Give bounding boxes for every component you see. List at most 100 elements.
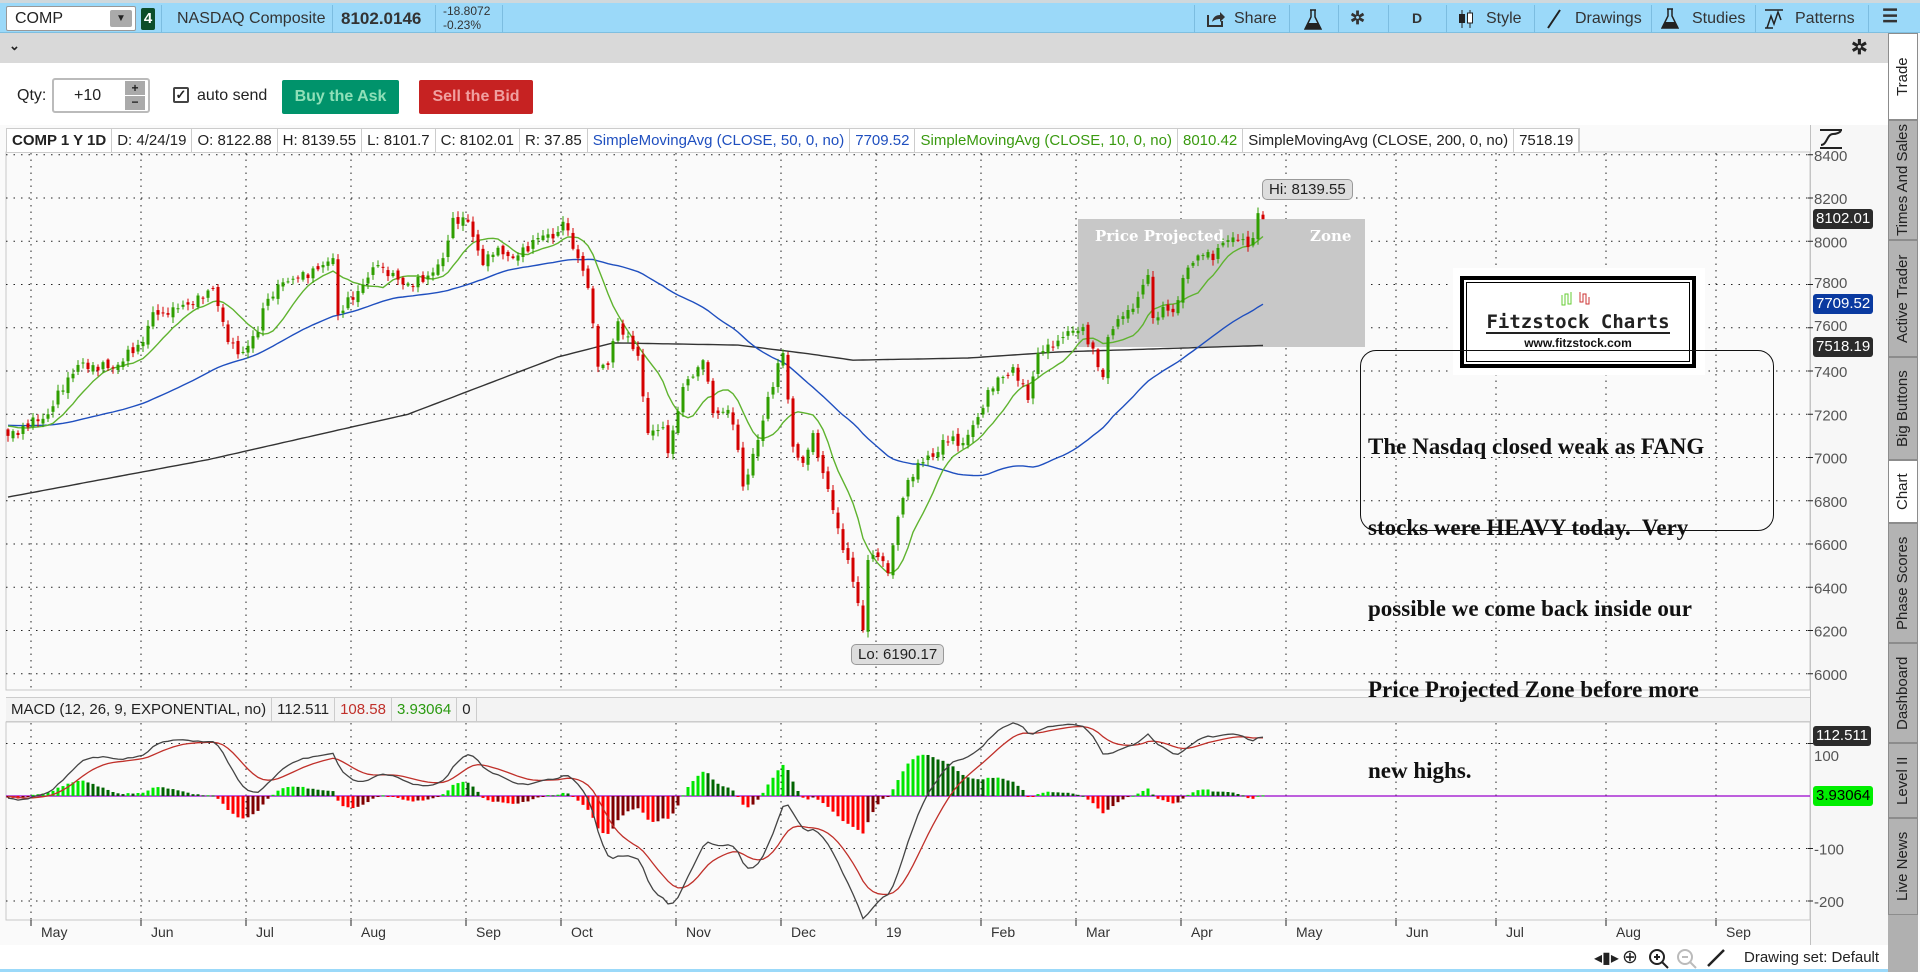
tab-dashboard[interactable]: Dashboard <box>1888 643 1918 743</box>
candle-body <box>826 471 830 490</box>
tab-level-ii[interactable]: Level II <box>1888 743 1918 818</box>
candle-body <box>1031 376 1035 399</box>
settings-gear-icon[interactable]: ✲ <box>1350 8 1366 28</box>
legend-sma200-label[interactable]: SimpleMovingAvg (CLOSE, 200, 0, no) <box>1243 129 1515 152</box>
candle-body <box>6 429 10 436</box>
tab-times-and-sales[interactable]: Times And Sales <box>1888 120 1918 240</box>
tab-chart[interactable]: Chart <box>1888 460 1918 523</box>
macd-histogram-bar <box>691 781 695 796</box>
macd-histogram-bar <box>816 796 820 800</box>
candle-body <box>411 286 415 288</box>
drawing-tool-icon[interactable] <box>1706 948 1726 968</box>
candle <box>781 349 785 369</box>
candle-body <box>546 234 550 238</box>
candle-body <box>1201 255 1205 257</box>
candle <box>986 387 990 413</box>
candle-body <box>871 554 875 559</box>
comment-box[interactable]: The Nasdaq closed weak as FANG stocks we… <box>1360 350 1774 783</box>
macd-histogram-bar <box>866 796 870 823</box>
candle-body <box>1221 242 1225 246</box>
link-group-badge[interactable]: 4 <box>141 8 155 30</box>
candle <box>941 434 945 461</box>
candle-body <box>996 377 1000 391</box>
candle <box>231 337 235 349</box>
auto-scale-icon[interactable] <box>1818 128 1844 150</box>
macd-histogram-bar <box>511 796 515 804</box>
price-axis[interactable] <box>1810 125 1888 945</box>
collapse-chevron-icon[interactable]: ⌄ <box>9 38 20 53</box>
chart-settings-gear-icon[interactable]: ✲ <box>1851 37 1868 59</box>
auto-send-checkbox[interactable]: ✓ <box>173 87 189 103</box>
zoom-out-icon[interactable] <box>1676 948 1698 970</box>
style-button[interactable]: Style <box>1452 5 1532 33</box>
candle <box>756 434 760 461</box>
tab-live-news[interactable]: Live News <box>1888 818 1918 915</box>
tab-phase-scores[interactable]: Phase Scores <box>1888 523 1918 643</box>
tab-trade[interactable]: Trade <box>1888 33 1918 120</box>
qty-input[interactable]: +10 + − <box>52 78 150 113</box>
drawings-button[interactable]: Drawings <box>1540 5 1650 33</box>
studies-button[interactable]: Studies <box>1657 5 1753 33</box>
candle <box>201 296 205 305</box>
tab-big-buttons[interactable]: Big Buttons <box>1888 357 1918 460</box>
macd-label[interactable]: MACD (12, 26, 9, EXPONENTIAL, no) <box>6 698 273 721</box>
candle <box>821 450 825 479</box>
legend-sma10-label[interactable]: SimpleMovingAvg (CLOSE, 10, 0, no) <box>915 129 1178 152</box>
candle <box>381 262 385 274</box>
legend-sma50-label[interactable]: SimpleMovingAvg (CLOSE, 50, 0, no) <box>588 129 851 152</box>
net-change: -18.8072 <box>443 4 491 18</box>
drawing-set-selector[interactable]: Drawing set: Default <box>1744 949 1880 966</box>
macd-histogram-bar <box>241 796 245 819</box>
candle <box>1111 325 1115 340</box>
candle <box>916 459 920 483</box>
candle <box>296 275 300 283</box>
zoom-in-icon[interactable] <box>1648 948 1670 970</box>
candle-body <box>606 363 610 365</box>
tab-active-trader[interactable]: Active Trader <box>1888 240 1918 357</box>
macd-histogram-bar <box>101 787 105 796</box>
pan-arrows-icon[interactable]: ◂▮▸ <box>1594 950 1619 967</box>
qty-increment-button[interactable]: + <box>125 81 145 95</box>
share-icon <box>1207 12 1225 27</box>
patterns-button[interactable]: Patterns <box>1760 5 1866 33</box>
candle-body <box>1181 278 1185 303</box>
qty-decrement-button[interactable]: − <box>125 96 145 110</box>
aggregation-period-button[interactable]: D <box>1412 10 1423 26</box>
symbol-selector[interactable]: COMP ▼ <box>6 6 136 31</box>
candle-body <box>1141 284 1145 295</box>
price-projected-zone[interactable] <box>1078 219 1365 347</box>
menu-icon[interactable]: ☰ <box>1882 6 1899 26</box>
macd-histogram-bar <box>1001 778 1005 796</box>
sma50-badge: 7709.52 <box>1813 294 1874 314</box>
y-tick-label: 7200 <box>1814 407 1847 424</box>
macd-histogram-bar <box>901 771 905 796</box>
divider <box>1338 5 1339 33</box>
candle-body <box>56 390 60 405</box>
candle-body <box>971 425 975 437</box>
candle-body <box>281 282 285 287</box>
candle-body <box>381 266 385 268</box>
candle <box>126 345 130 367</box>
candle-body <box>1171 308 1175 313</box>
macd-histogram-bar <box>486 796 490 801</box>
candle-body <box>631 335 635 350</box>
macd-histogram-bar <box>556 794 560 796</box>
sell-the-bid-button[interactable]: Sell the Bid <box>419 80 533 114</box>
macd-histogram-bar <box>776 770 780 796</box>
logo-url[interactable]: www.fitzstock.com <box>1524 336 1632 350</box>
candle <box>51 400 55 418</box>
crosshair-icon[interactable]: ⊕ <box>1622 947 1638 968</box>
macd-histogram-bar <box>76 780 80 796</box>
buy-the-ask-button[interactable]: Buy the Ask <box>282 80 399 114</box>
candle-body <box>426 275 430 280</box>
candle-body <box>621 323 625 335</box>
candle-body <box>236 340 240 355</box>
macd-histogram-bar <box>1056 792 1060 796</box>
candle <box>876 548 880 561</box>
macd-histogram-bar <box>546 795 550 797</box>
share-button[interactable]: Share <box>1200 5 1286 33</box>
candle <box>976 412 980 429</box>
chevron-down-icon[interactable]: ▼ <box>110 10 132 27</box>
flask-icon[interactable] <box>1304 9 1322 31</box>
